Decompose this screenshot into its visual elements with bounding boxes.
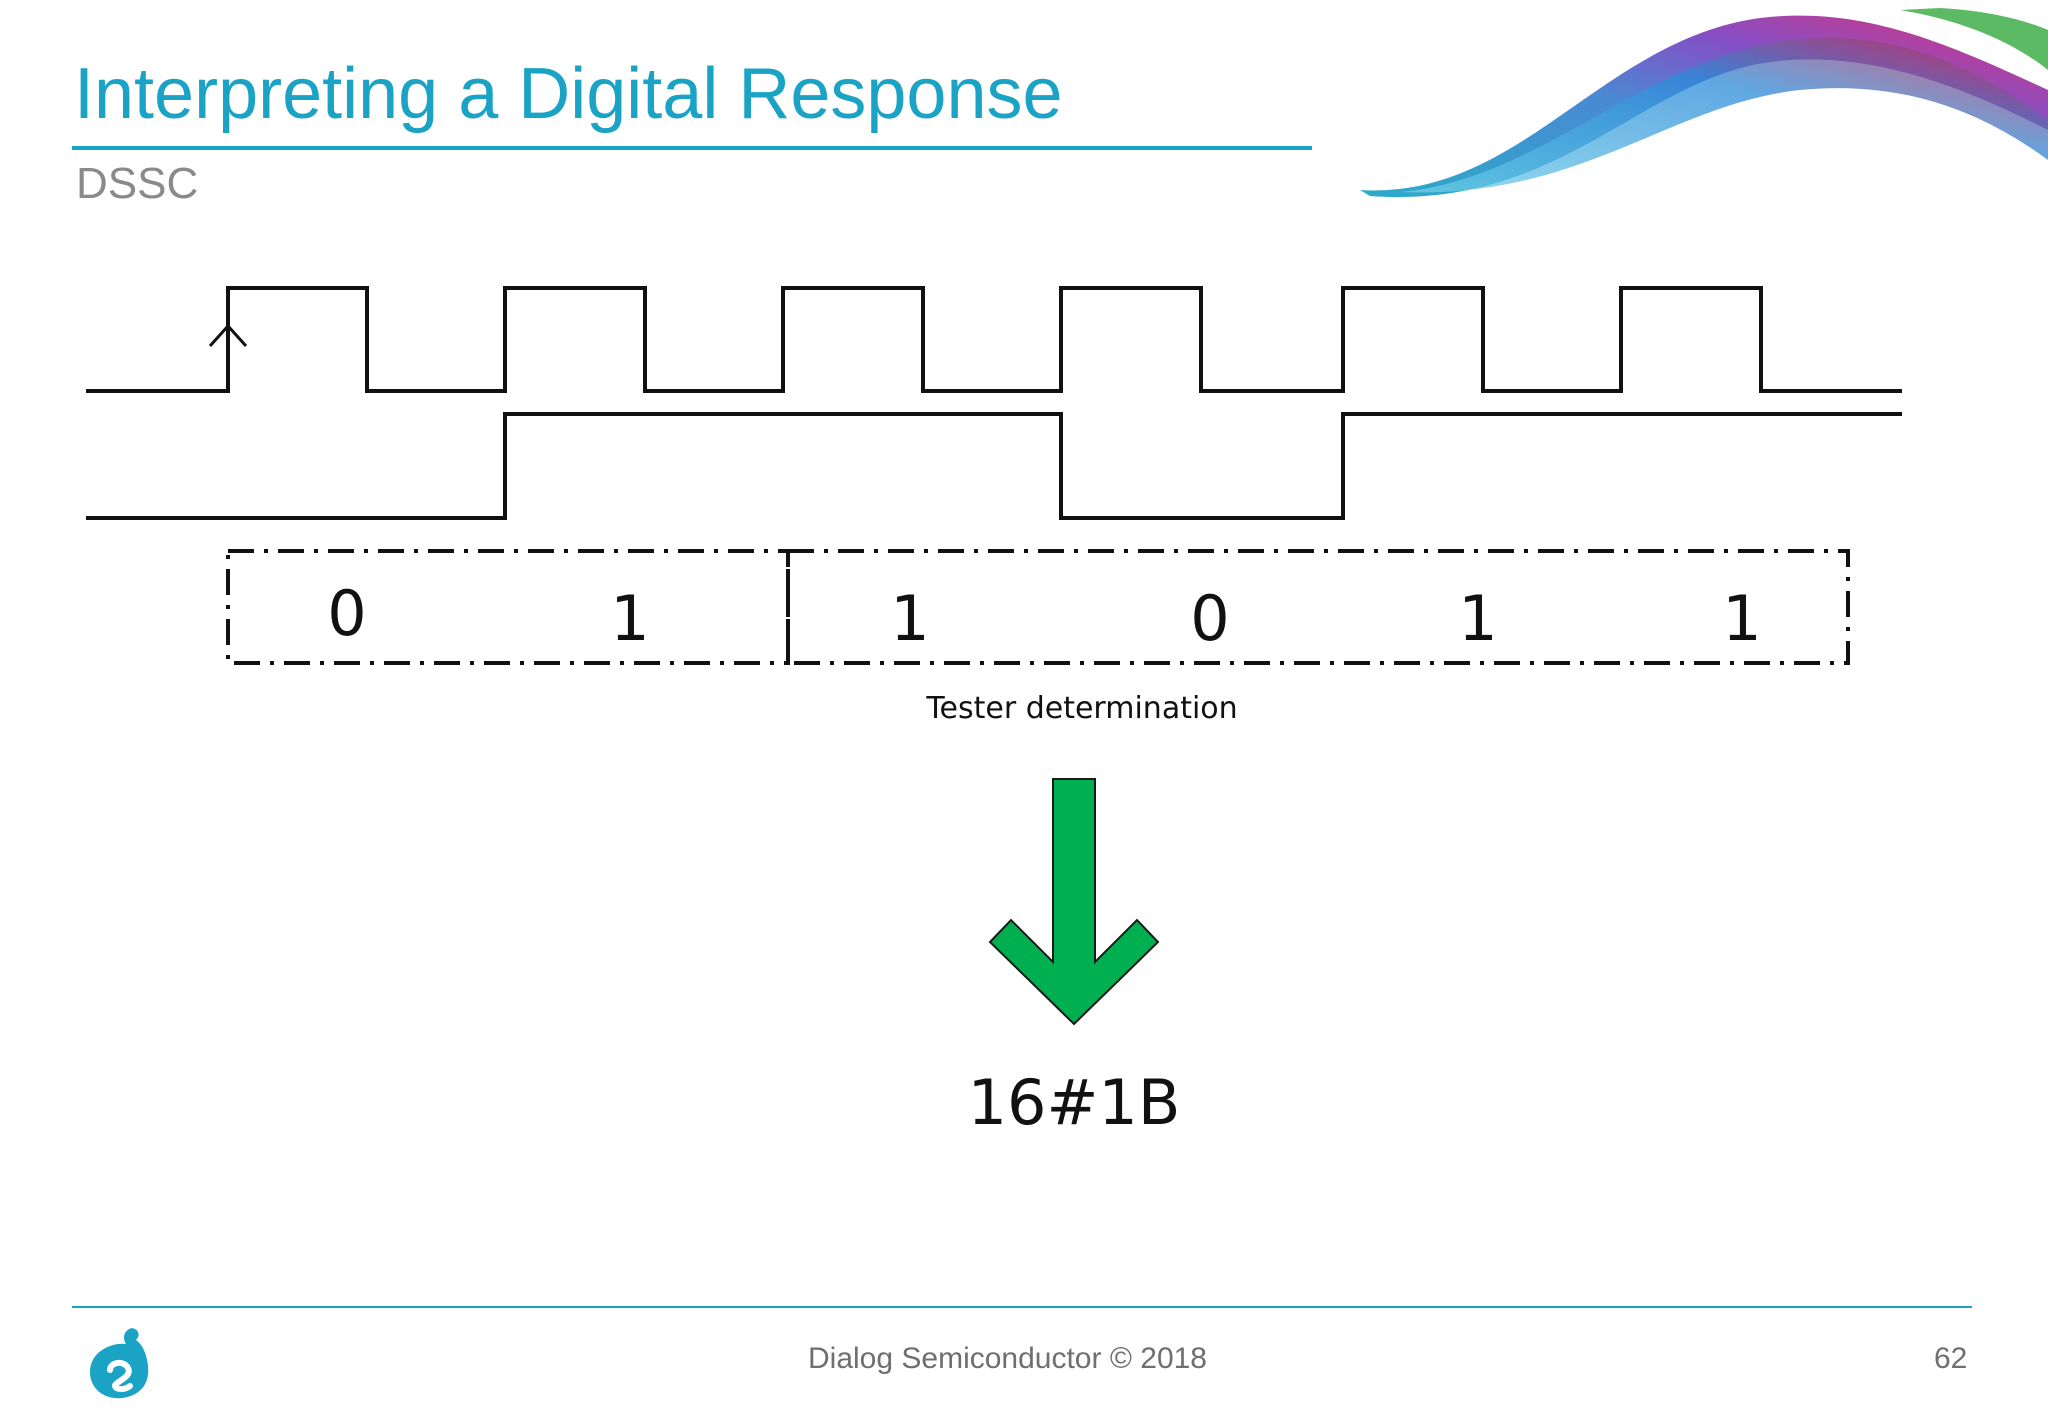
footer-copyright: Dialog Semiconductor © 2018 xyxy=(808,1342,1207,1375)
slide-title: Interpreting a Digital Response xyxy=(74,54,1063,134)
clock-waveform xyxy=(86,286,1902,393)
title-underline xyxy=(72,146,1312,150)
result-value: 16#1B xyxy=(968,1066,1181,1139)
bit-group-box xyxy=(786,549,1850,665)
bit-value: 0 xyxy=(1190,582,1229,655)
bit-value: 0 xyxy=(327,577,366,650)
bit-value: 1 xyxy=(1458,582,1497,655)
company-logo xyxy=(90,1328,149,1399)
rising-edge-arrow-icon xyxy=(208,323,248,348)
bit-value: 1 xyxy=(610,582,649,655)
down-arrow-icon xyxy=(988,778,1160,1026)
bit-value: 1 xyxy=(890,582,929,655)
decorative-ribbon xyxy=(1360,8,2048,198)
page-number: 62 xyxy=(1934,1342,1968,1375)
slide-subtitle: DSSC xyxy=(76,159,199,208)
footer-divider xyxy=(72,1306,1972,1308)
bit-value: 1 xyxy=(1722,582,1761,655)
data-waveform xyxy=(86,412,1902,520)
bit-group-box xyxy=(226,549,790,665)
bit-group-label: Tester determination xyxy=(925,691,1237,726)
ribbon-band xyxy=(1900,8,2048,70)
ribbon-band xyxy=(1400,37,2048,193)
